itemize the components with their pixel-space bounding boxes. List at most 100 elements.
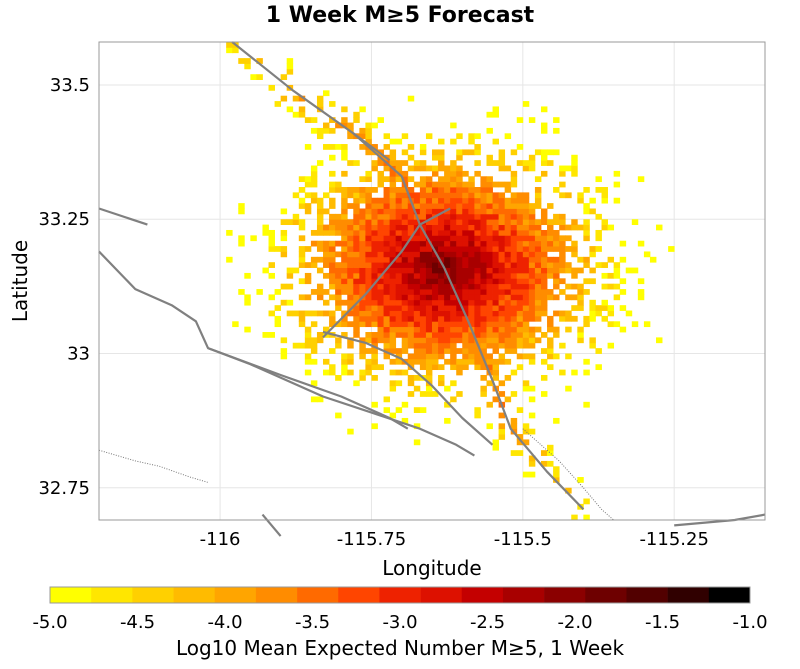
heatmap-cell — [407, 380, 415, 387]
heatmap-cell — [510, 235, 518, 242]
heatmap-cell — [419, 246, 427, 252]
heatmap-cell — [413, 165, 421, 172]
heatmap-cell — [329, 127, 336, 134]
heatmap-cell — [504, 246, 512, 252]
heatmap-cell — [310, 396, 318, 403]
heatmap-cell — [335, 122, 342, 129]
heatmap-cell — [401, 337, 409, 344]
heatmap-cell — [480, 326, 487, 333]
heatmap-cell — [522, 321, 530, 328]
heatmap-cell — [504, 262, 512, 268]
heatmap-cell — [571, 272, 578, 279]
heatmap-cell — [540, 460, 548, 467]
heatmap-cell — [268, 246, 275, 252]
heatmap-cell — [480, 213, 487, 220]
heatmap-cell — [498, 391, 506, 397]
heatmap-cell — [559, 192, 566, 199]
heatmap-cell — [286, 299, 294, 306]
heatmap-cell — [510, 342, 518, 349]
heatmap-cell — [232, 321, 239, 328]
heatmap-cell — [456, 364, 463, 371]
heatmap-cell — [419, 407, 427, 413]
heatmap-cell — [341, 272, 348, 279]
heatmap-cell — [559, 342, 566, 349]
heatmap-cell — [329, 187, 336, 193]
heatmap-cell — [413, 385, 421, 392]
heatmap-cell — [516, 144, 524, 150]
heatmap-cell — [256, 74, 263, 80]
heatmap-cell — [377, 310, 384, 317]
heatmap-cell — [528, 471, 536, 478]
heatmap-cell — [462, 251, 469, 258]
heatmap-cell — [329, 229, 336, 236]
heatmap-cell — [425, 321, 433, 328]
heatmap-cell — [310, 197, 318, 204]
colorbar-segment — [255, 587, 298, 603]
heatmap-cell — [359, 187, 366, 193]
heatmap-cell — [595, 262, 602, 268]
heatmap-cell — [401, 229, 409, 236]
heatmap-cell — [353, 283, 360, 290]
heatmap-cell — [377, 117, 384, 123]
heatmap-cell — [226, 256, 233, 263]
heatmap-cell — [450, 138, 457, 145]
heatmap-cell — [316, 289, 324, 295]
heatmap-cell — [329, 224, 336, 231]
heatmap-cell — [559, 219, 566, 226]
heatmap-cell — [450, 192, 457, 199]
heatmap-cell — [335, 278, 342, 285]
heatmap-cell — [359, 348, 366, 354]
heatmap-cell — [359, 267, 366, 274]
heatmap-cell — [359, 310, 366, 317]
heatmap-cell — [425, 348, 433, 354]
heatmap-cell — [432, 208, 439, 215]
heatmap-cell — [401, 278, 409, 285]
heatmap-cell — [329, 197, 336, 204]
heatmap-cell — [395, 267, 403, 274]
heatmap-cell — [474, 197, 481, 204]
heatmap-cell — [438, 321, 445, 328]
heatmap-cell — [498, 149, 506, 156]
heatmap-cell — [383, 187, 391, 193]
heatmap-cell — [401, 235, 409, 242]
heatmap-cell — [425, 299, 433, 306]
heatmap-cell — [480, 203, 487, 209]
heatmap-cell — [492, 299, 499, 306]
heatmap-cell — [401, 240, 409, 247]
heatmap-cell — [474, 299, 481, 306]
heatmap-cell — [492, 262, 499, 268]
heatmap-cell — [540, 305, 548, 311]
heatmap-cell — [540, 332, 548, 338]
heatmap-cell — [492, 235, 499, 242]
heatmap-cell — [365, 235, 372, 242]
heatmap-cell — [359, 256, 366, 263]
colorbar-segment — [132, 587, 174, 603]
heatmap-cell — [468, 262, 475, 268]
heatmap-cell — [419, 321, 427, 328]
heatmap-cell — [534, 262, 542, 268]
heatmap-cell — [534, 251, 542, 258]
heatmap-cell — [444, 170, 451, 177]
heatmap-cell — [522, 213, 530, 220]
heatmap-cell — [553, 278, 560, 285]
heatmap-cell — [304, 326, 312, 333]
heatmap-cell — [492, 219, 499, 226]
heatmap-cell — [462, 224, 469, 231]
heatmap-cell — [468, 294, 475, 301]
heatmap-cell — [401, 133, 409, 140]
heatmap-cell — [577, 283, 584, 290]
heatmap-cell — [559, 224, 566, 231]
heatmap-cell — [353, 267, 360, 274]
heatmap-cell — [262, 229, 269, 236]
heatmap-cell — [359, 321, 366, 328]
heatmap-cell — [347, 358, 354, 365]
heatmap-cell — [419, 192, 427, 199]
heatmap-cell — [383, 283, 391, 290]
heatmap-cell — [371, 289, 378, 295]
heatmap-cell — [522, 278, 530, 285]
heatmap-cell — [401, 170, 409, 177]
heatmap-cell — [419, 187, 427, 193]
heatmap-cell — [559, 310, 566, 317]
heatmap-cell — [589, 305, 596, 311]
heatmap-cell — [492, 348, 499, 354]
